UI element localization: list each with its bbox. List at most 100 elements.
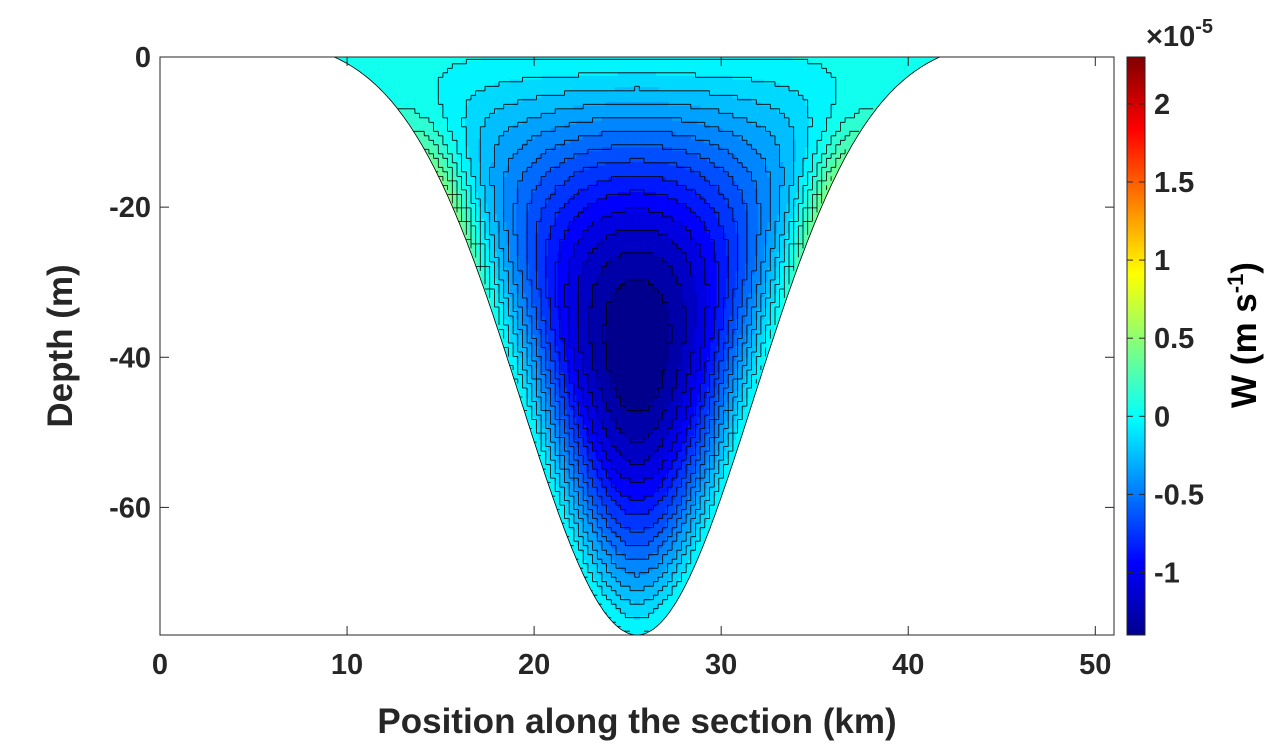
field-cell: [484, 147, 489, 152]
field-cell: [436, 57, 441, 62]
field-cell: [512, 83, 517, 88]
field-cell: [509, 147, 514, 152]
field-cell: [516, 117, 520, 122]
field-cell: [465, 169, 470, 174]
field-cell: [430, 68, 435, 73]
field-cell: [471, 225, 476, 231]
field-cell: [458, 177, 463, 182]
field-cell: [398, 64, 403, 69]
field-cell: [423, 57, 428, 62]
field-cell: [528, 274, 533, 280]
field-cell: [500, 147, 505, 152]
field-cell: [465, 72, 470, 77]
field-cell: [423, 135, 428, 141]
field-cell: [506, 319, 511, 325]
field-cell: [512, 154, 517, 159]
field-cell: [506, 188, 511, 193]
field-cell: [516, 270, 520, 276]
field-cell: [474, 237, 479, 242]
field-cell: [478, 188, 482, 193]
field-cell: [484, 210, 489, 216]
field-cell: [462, 180, 466, 186]
field-cell: [408, 75, 412, 81]
field-cell: [474, 173, 479, 178]
field-cell: [446, 128, 450, 133]
field-cell: [423, 128, 428, 133]
field-cell: [401, 79, 406, 84]
field-cell: [532, 214, 536, 219]
field-cell: [481, 218, 485, 223]
field-cell: [500, 210, 505, 216]
field-cell: [430, 132, 435, 137]
field-cell: [528, 293, 533, 298]
field-cell: [478, 143, 482, 148]
field-cell: [503, 214, 508, 219]
field-cell: [516, 128, 520, 133]
field-cell: [500, 323, 505, 328]
field-cell: [509, 98, 514, 103]
field-cell: [478, 90, 482, 96]
field-cell: [360, 75, 365, 81]
field-cell: [512, 353, 517, 358]
field-cell: [363, 68, 368, 73]
field-cell: [512, 334, 517, 340]
field-cell: [497, 207, 501, 212]
field-cell: [522, 113, 527, 118]
field-cell: [417, 98, 422, 103]
field-cell: [493, 297, 498, 302]
field-cell: [500, 173, 505, 178]
field-cell: [369, 60, 374, 66]
field-cell: [528, 177, 533, 182]
field-cell: [420, 90, 425, 96]
field-cell: [506, 192, 511, 197]
field-cell: [404, 109, 409, 114]
field-cell: [516, 225, 520, 231]
field-cell: [446, 113, 450, 118]
field-cell: [446, 132, 450, 137]
field-cell: [481, 188, 485, 193]
field-cell: [522, 139, 527, 144]
field-cell: [404, 94, 409, 99]
field-cell: [427, 109, 431, 114]
field-cell: [382, 57, 387, 62]
field-cell: [506, 222, 511, 227]
field-cell: [414, 75, 419, 81]
field-cell: [481, 83, 485, 88]
field-cell: [519, 233, 524, 238]
field-cell: [522, 312, 527, 317]
field-cell: [338, 57, 342, 62]
field-cell: [449, 124, 454, 129]
field-cell: [430, 120, 435, 126]
field-cell: [408, 90, 412, 96]
field-cell: [446, 105, 450, 111]
field-cell: [497, 210, 501, 216]
field-cell: [478, 147, 482, 152]
field-cell: [414, 94, 419, 99]
field-cell: [401, 90, 406, 96]
field-cell: [519, 225, 524, 231]
field-cell: [522, 147, 527, 152]
field-cell: [478, 210, 482, 216]
field-cell: [474, 117, 479, 122]
field-cell: [478, 244, 482, 250]
field-cell: [382, 72, 387, 77]
field-cell: [484, 102, 489, 107]
field-cell: [509, 364, 514, 370]
field-cell: [497, 132, 501, 137]
field-cell: [519, 376, 524, 381]
field-cell: [446, 150, 450, 156]
field-cell: [404, 83, 409, 88]
field-cell: [516, 94, 520, 99]
field-cell: [522, 338, 527, 343]
field-cell: [471, 102, 476, 107]
field-cell: [519, 387, 524, 392]
field-cell: [528, 94, 533, 99]
field-cell: [500, 293, 505, 298]
field-cell: [516, 278, 520, 283]
field-cell: [519, 338, 524, 343]
field-cell: [528, 147, 533, 152]
field-cell: [414, 128, 419, 133]
field-cell: [404, 90, 409, 96]
field-cell: [385, 60, 390, 66]
field-cell: [497, 154, 501, 159]
